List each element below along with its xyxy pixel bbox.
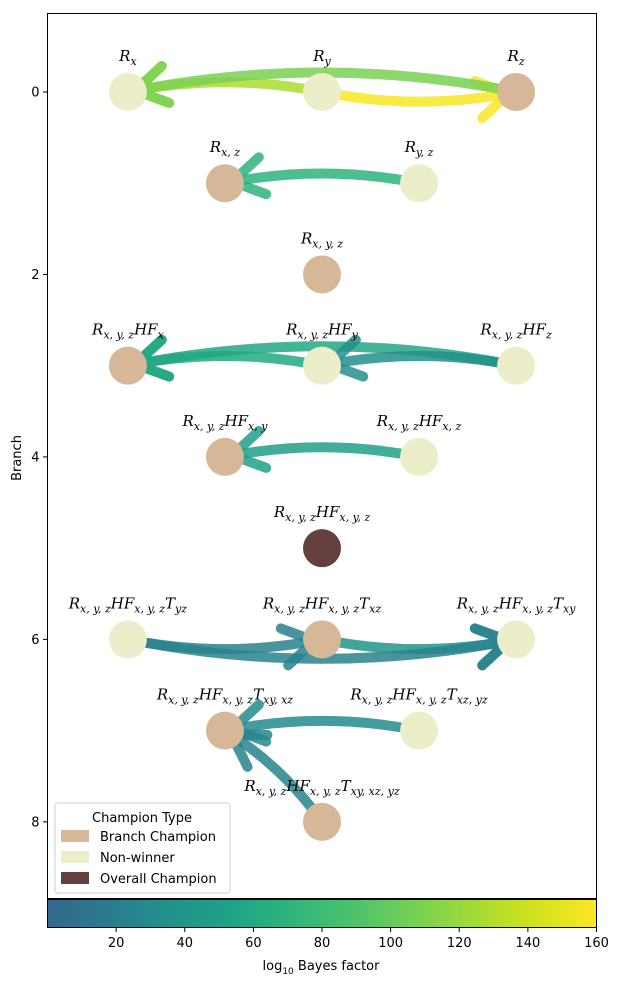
edge-line [126,634,518,664]
node-Ryz [400,164,439,203]
node-label-HFy: Rx, y, zHFy [285,321,359,342]
colorbar-gradient [47,899,597,928]
edge-line [321,351,518,371]
colorbar-tick-label: 100 [378,936,403,951]
node-label-HFx: Rx, y, zHFx [91,321,165,342]
node-Txy [497,620,536,659]
node-HFxy [205,437,244,476]
colorbar-tick-label: 80 [314,936,331,951]
node-HFx [108,346,147,385]
edge-HFxz-to-HFxy [223,425,421,473]
node-label-HFxy: Rx, y, zHFx, y [181,412,268,433]
node-Rx [108,72,147,111]
y-tick-label: 8 [31,815,39,830]
y-tick-label: 0 [31,85,39,100]
y-axis: Branch 0 2 4 6 8 [10,85,48,830]
node-HFz [497,346,536,385]
legend-title: Champion Type [92,811,192,826]
node-labels-layer: Rx Ry Rz Rx, z Ry, z Rx, y, z Rx, y, zHFx Rx, y… [68,47,576,798]
node-Txz [303,620,341,659]
edges-layer [126,61,518,825]
node-label-HFxz: Rx, y, zHFx, z [376,412,462,433]
node-HFy [303,346,341,385]
edge-line [126,67,518,97]
node-Ry [303,72,341,111]
node-Tyz [108,620,147,659]
colorbar-tick-label: 140 [515,936,540,951]
node-HFxyz [303,529,341,568]
node-label-Txz: Rx, y, zHFx, y, zTxz [262,594,382,615]
node-Rxz [205,164,244,203]
node-HFxz [400,437,439,476]
colorbar-tick-label: 40 [176,936,193,951]
node-Rxyz [303,255,341,294]
node-label-Tyz: Rx, y, zHFx, y, zTyz [68,594,188,615]
node-label-HFz: Rx, y, zHFz [479,321,552,342]
node-label-Txyxz: Rx, y, zHFx, y, zTxy, xz [156,686,293,707]
edge-line [223,442,421,462]
node-label-Txy: Rx, y, zHFx, y, zTxy [456,594,577,615]
legend-swatch-non-winner [61,851,89,863]
legend-label-non-winner: Non-winner [100,851,175,866]
edge-Ryz-to-Rxz [223,152,421,200]
edge-line [321,87,518,107]
y-tick-label: 2 [31,268,39,283]
node-label-HFxyz: Rx, y, zHFx, y, z [273,503,370,524]
node-label-Ryz: Ry, z [404,138,434,159]
edge-line [223,715,421,736]
edge-line [223,168,421,189]
node-Rz [497,72,536,111]
node-Txyxz [205,711,244,750]
legend-swatch-branch-champion [61,830,89,842]
node-Txzyz [400,711,439,750]
legend-swatch-overall-champion [61,872,89,884]
node-label-Rx: Rx [118,47,137,68]
legend: Champion Type Branch Champion Non-winner… [54,802,231,894]
node-label-Txyxzyz: Rx, y, zHFx, y, zTxy, xz, yz [243,777,399,798]
colorbar-title: log10 Bayes factor [263,959,381,977]
node-label-Rz: Rz [507,47,525,68]
edge-HFz-to-HFy [321,334,518,382]
legend-label-overall-champion: Overall Champion [100,872,217,887]
y-tick-label: 4 [31,450,39,465]
y-axis-title: Branch [10,435,25,481]
colorbar-tick-label: 20 [108,936,125,951]
colorbar-tick-label: 120 [447,936,472,951]
colorbar-ticks: 20 40 60 80 100 120 140 160 [108,927,609,951]
legend-box [54,802,231,894]
node-Txyxzyz [303,802,341,841]
node-label-Rxz: Rx, z [209,138,240,159]
legend-label-branch-champion: Branch Champion [100,830,216,845]
colorbar: 20 40 60 80 100 120 140 160 log10 Bayes factor [47,899,609,977]
node-label-Ry: Ry [312,47,331,68]
node-label-Rxyz: Rx, y, z [300,229,343,250]
y-tick-label: 6 [31,633,39,648]
nodes-layer [108,72,536,841]
colorbar-tick-label: 160 [584,936,609,951]
node-label-Txzyz: Rx, y, zHFx, y, zTxz, yz [349,686,488,707]
colorbar-tick-label: 60 [245,936,262,951]
plot-frame [47,13,597,899]
